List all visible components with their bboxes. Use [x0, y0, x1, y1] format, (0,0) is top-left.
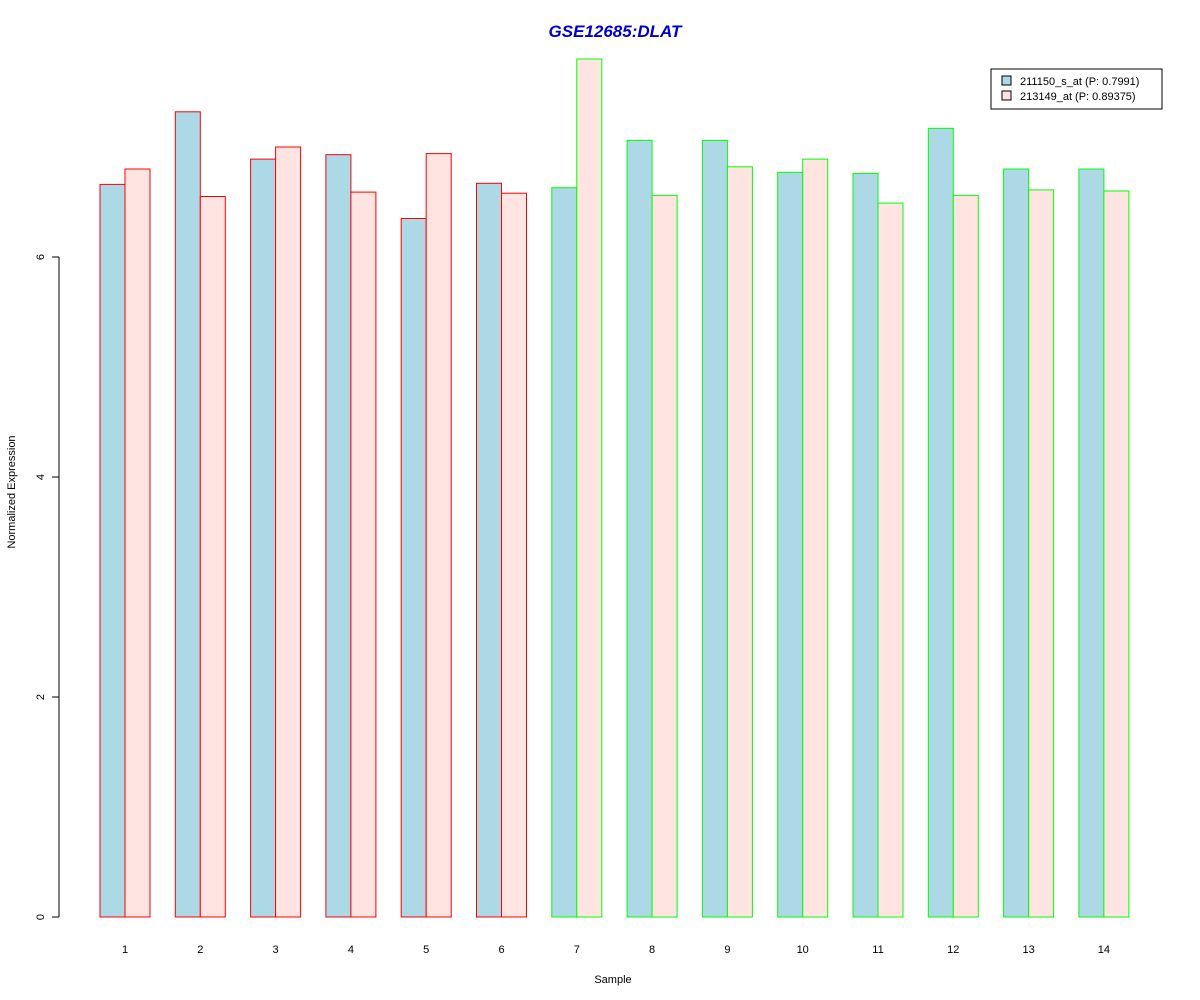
legend-entry: 213149_at (P: 0.89375): [1020, 91, 1136, 103]
bar-sample-11-series-2: [877, 202, 904, 918]
y-tick-label: 2: [35, 694, 47, 700]
bar-sample-7-series-2: [576, 58, 603, 918]
legend-swatch: [1001, 75, 1012, 86]
bar-sample-9-series-2: [726, 166, 753, 918]
x-tick-label: 3: [273, 944, 279, 956]
bar-sample-10-series-1: [777, 171, 804, 918]
x-tick-label: 6: [498, 944, 504, 956]
x-tick-label: 8: [649, 944, 655, 956]
x-axis-label: Sample: [594, 974, 631, 986]
y-tick-label: 0: [35, 914, 47, 920]
bar-sample-7-series-1: [551, 187, 578, 918]
legend: 211150_s_at (P: 0.7991) 213149_at (P: 0.…: [990, 68, 1163, 110]
bar-sample-11-series-1: [852, 172, 879, 918]
bar-sample-5-series-1: [400, 218, 427, 918]
bar-sample-6-series-2: [501, 192, 527, 918]
bar-sample-5-series-2: [425, 153, 452, 918]
bar-sample-3-series-2: [275, 146, 302, 918]
bar-sample-4-series-1: [325, 154, 352, 918]
x-axis-tick-labels: 1 2 3 4 5 6 7 8 9 10 11 12 13 14: [122, 944, 1110, 956]
bar-sample-10-series-2: [802, 158, 829, 918]
x-tick-label: 1: [122, 944, 128, 956]
bar-sample-13-series-1: [1003, 168, 1030, 918]
bar-sample-8-series-2: [651, 194, 678, 918]
bar-sample-3-series-1: [250, 158, 277, 918]
legend-swatch: [1001, 90, 1012, 101]
x-tick-label: 14: [1098, 944, 1110, 956]
y-axis: 0 2 4 6: [35, 254, 60, 920]
x-tick-label: 11: [872, 944, 883, 956]
bar-sample-14-series-2: [1103, 190, 1130, 918]
x-tick-label: 2: [197, 944, 203, 956]
bar-sample-13-series-2: [1028, 189, 1055, 918]
bar-sample-12-series-2: [952, 194, 979, 918]
bar-sample-8-series-1: [626, 139, 653, 918]
x-tick-label: 13: [1022, 944, 1034, 956]
x-tick-label: 5: [423, 944, 429, 956]
y-tick-label: 4: [35, 474, 47, 480]
bar-sample-9-series-1: [701, 139, 728, 918]
x-tick-label: 9: [724, 944, 730, 956]
chart-title: GSE12685:DLAT: [549, 22, 684, 41]
bar-sample-1-series-1: [99, 183, 126, 918]
y-tick-label: 6: [35, 254, 47, 260]
bar-sample-2-series-1: [174, 111, 201, 918]
x-tick-label: 7: [574, 944, 580, 956]
bar-sample-2-series-2: [199, 196, 226, 918]
x-tick-label: 12: [947, 944, 959, 956]
bar-sample-4-series-2: [350, 191, 377, 918]
bars: [99, 58, 1130, 918]
bar-sample-12-series-1: [927, 127, 954, 918]
x-tick-label: 10: [797, 944, 809, 956]
x-tick-label: 4: [348, 944, 354, 956]
bar-sample-6-series-1: [476, 182, 502, 918]
bar-sample-14-series-1: [1078, 168, 1105, 918]
bar-sample-1-series-2: [124, 168, 151, 918]
legend-entry: 211150_s_at (P: 0.7991): [1020, 76, 1139, 88]
y-axis-label: Normalized Expression: [6, 435, 18, 548]
legend-box: [990, 68, 1163, 110]
